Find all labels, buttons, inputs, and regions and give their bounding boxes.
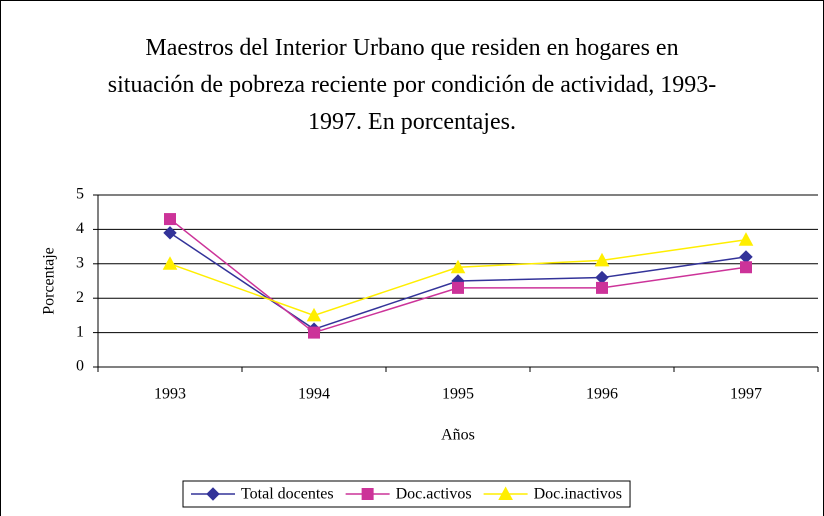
x-tick-label: 1993 xyxy=(154,386,186,403)
data-point xyxy=(594,252,610,267)
y-tick-label: 0 xyxy=(76,358,84,375)
data-point xyxy=(452,281,464,294)
data-point xyxy=(595,270,609,285)
legend-marker xyxy=(498,486,513,500)
data-point xyxy=(308,326,320,339)
chart-title: Maestros del Interior Urbano que residen… xyxy=(107,35,717,135)
x-tick-label: 1996 xyxy=(586,386,618,403)
y-axis-label: Porcentaje xyxy=(41,247,58,315)
y-tick-label: 3 xyxy=(76,254,84,271)
data-point xyxy=(738,232,754,246)
x-tick-label: 1994 xyxy=(298,386,330,403)
legend xyxy=(182,480,631,508)
data-point xyxy=(596,281,608,294)
legend-label: Doc.inactivos xyxy=(534,486,622,503)
data-point xyxy=(162,256,178,270)
data-point xyxy=(163,226,177,240)
data-point xyxy=(450,259,466,274)
x-axis-label: Años xyxy=(441,427,475,444)
y-tick-label: 1 xyxy=(76,323,84,340)
x-tick-label: 1997 xyxy=(730,386,762,403)
legend-label: Doc.activos xyxy=(396,486,472,503)
y-tick-label: 4 xyxy=(76,220,84,237)
data-point xyxy=(306,307,322,322)
legend-marker xyxy=(206,487,220,501)
data-point xyxy=(739,250,753,264)
y-tick-label: 2 xyxy=(76,289,84,306)
y-tick-label: 5 xyxy=(76,186,84,203)
legend-marker xyxy=(361,488,374,500)
x-tick-label: 1995 xyxy=(442,386,474,403)
data-point xyxy=(740,261,752,274)
data-point xyxy=(164,213,176,226)
legend-label: Total docentes xyxy=(241,486,334,503)
